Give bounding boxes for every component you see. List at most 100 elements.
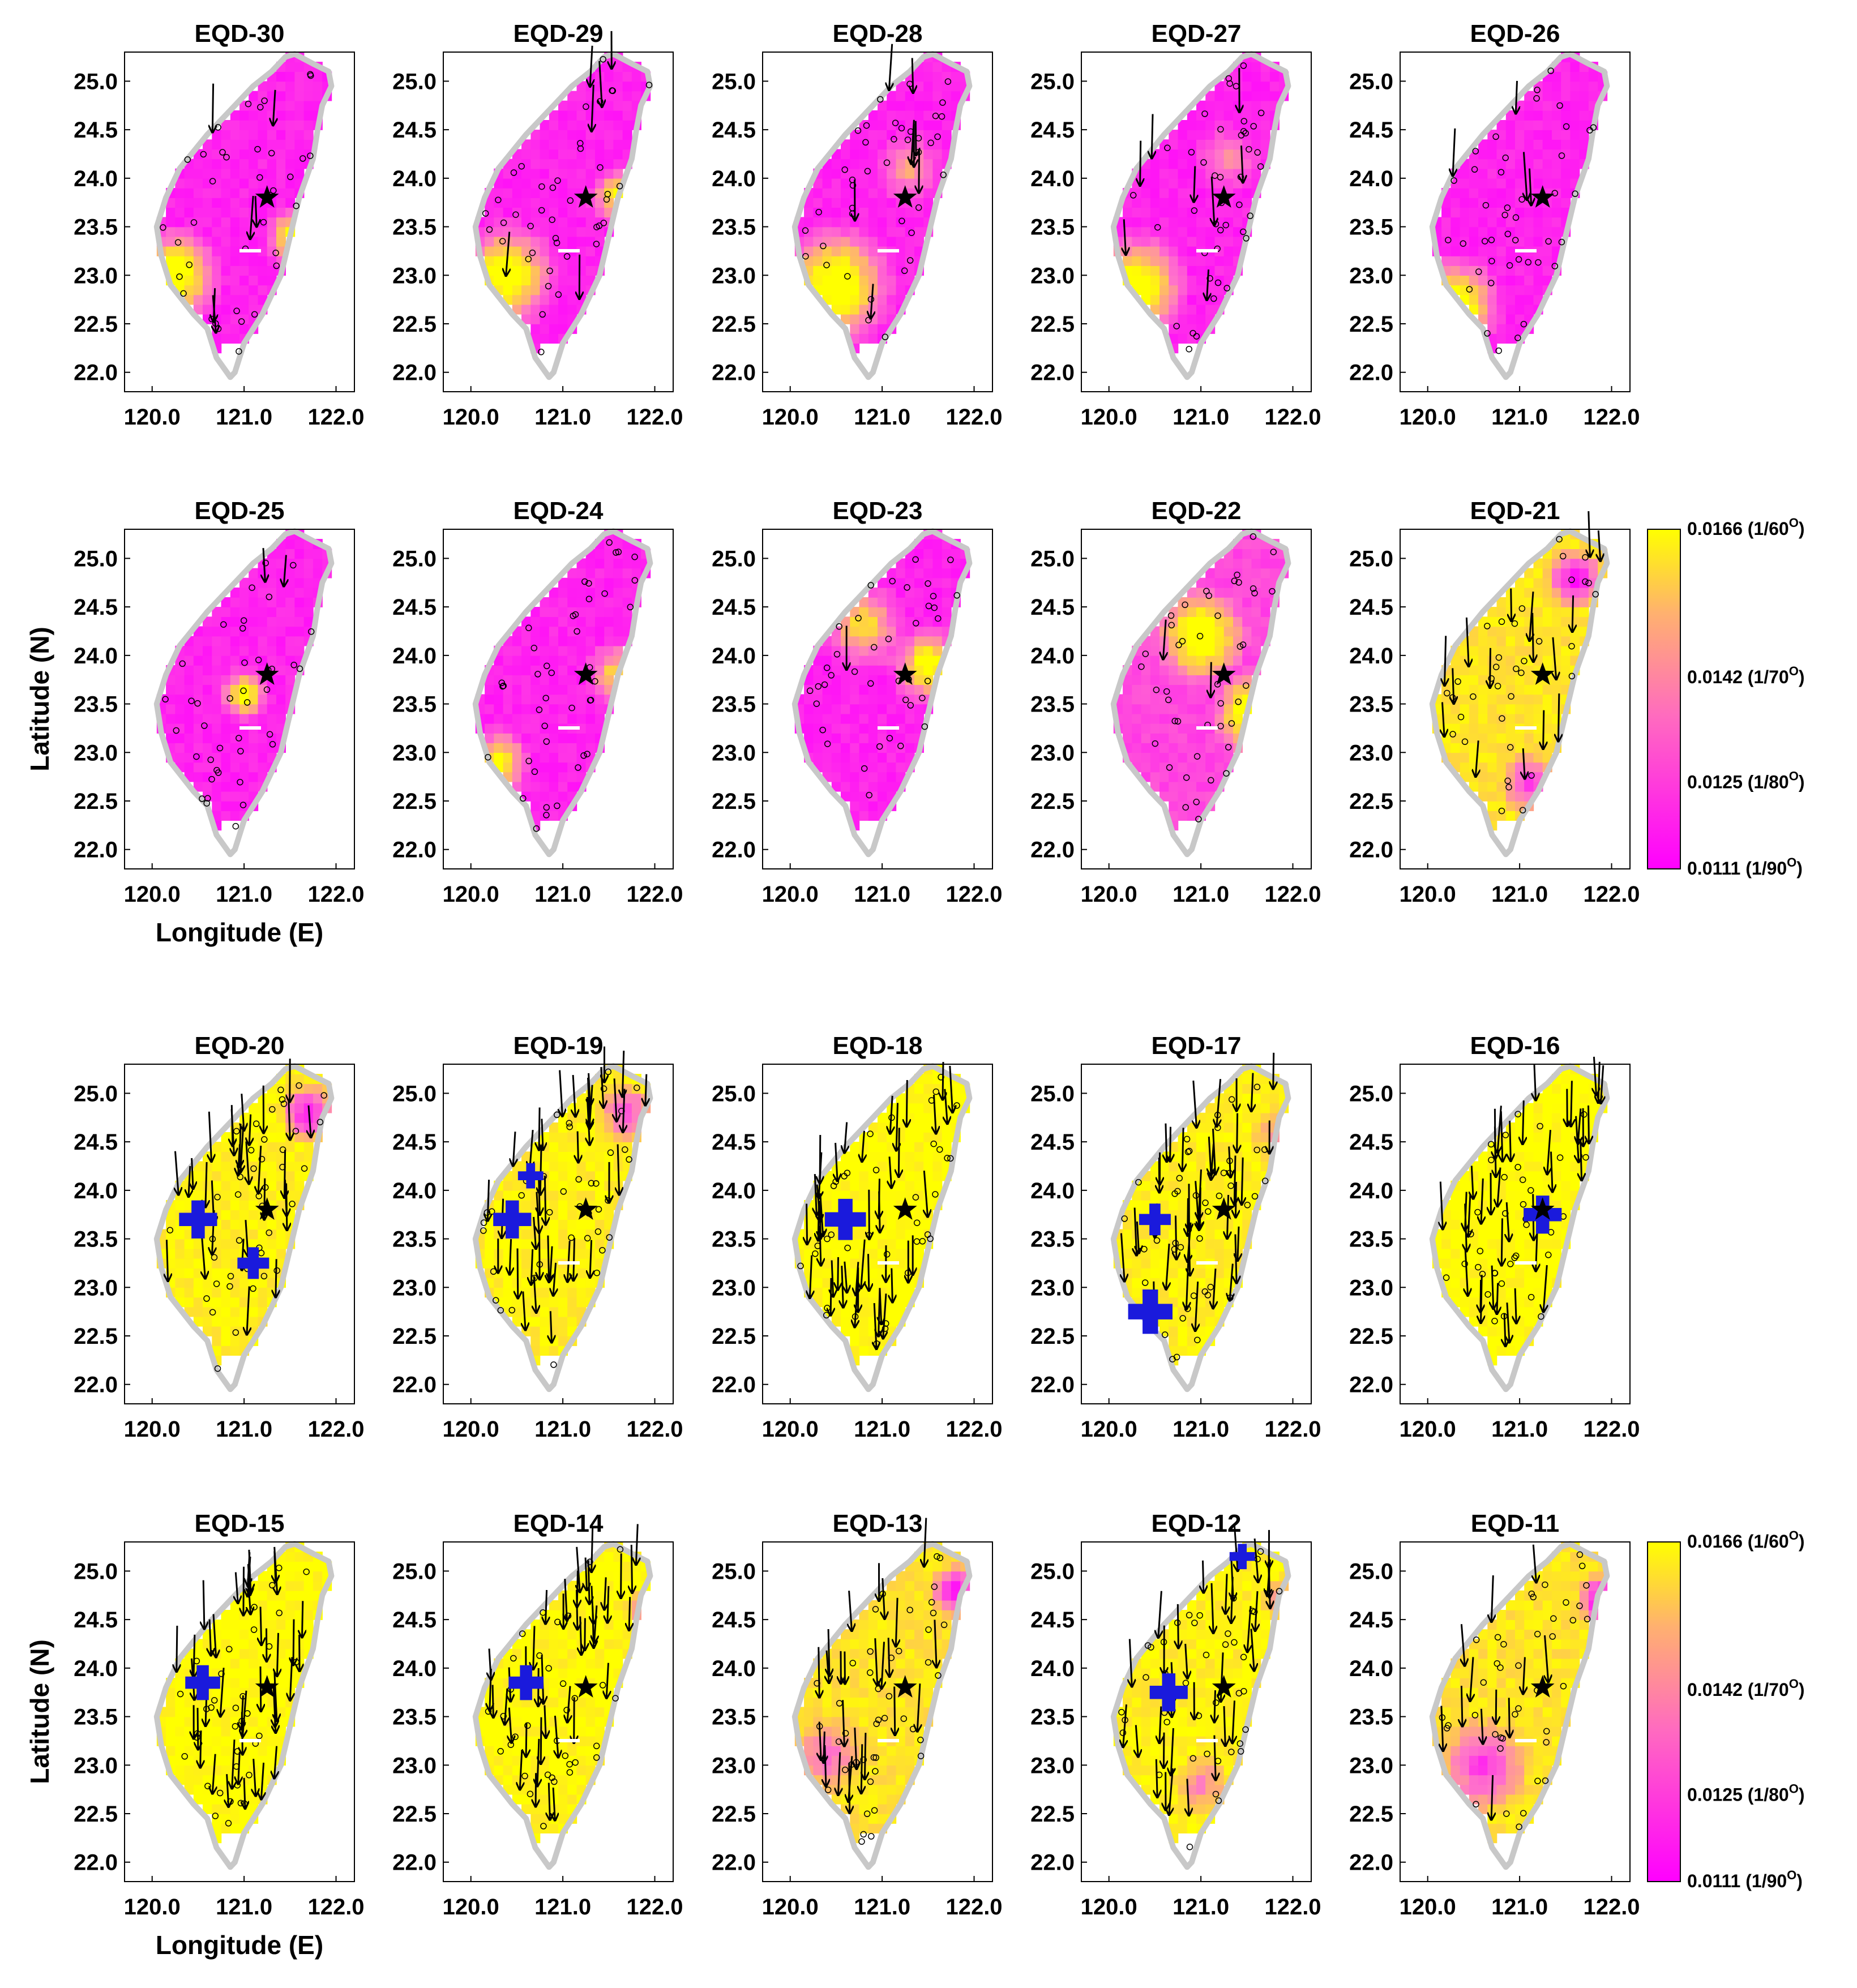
heatmap-cell [549, 665, 559, 675]
heatmap-cell [221, 616, 231, 627]
heatmap-cell [512, 1297, 522, 1308]
heatmap-cell [841, 772, 850, 782]
heatmap-cell [1579, 120, 1589, 130]
heatmap-cell [1460, 762, 1470, 773]
heatmap-cell [868, 1180, 878, 1191]
heatmap-cell [1533, 120, 1543, 130]
heatmap-cell [540, 607, 550, 617]
heatmap-cell [622, 139, 632, 150]
heatmap-cell [221, 1316, 231, 1327]
heatmap-cell [932, 168, 943, 179]
heatmap-cell [512, 158, 522, 169]
heatmap-cell [249, 568, 259, 579]
heatmap-cell [1533, 762, 1543, 773]
heatmap-cell [193, 256, 203, 266]
heatmap-cell [212, 158, 222, 169]
heatmap-cell [512, 694, 522, 705]
heatmap-cell [1505, 149, 1516, 160]
heatmap-cell [1469, 217, 1479, 228]
heatmap-cell [1159, 178, 1169, 188]
heatmap-cell [831, 236, 841, 247]
heatmap-cell [1150, 246, 1160, 256]
heatmap-cell [239, 694, 249, 705]
heatmap-cell [530, 304, 541, 315]
heatmap-cell [303, 81, 314, 92]
heatmap-cell [841, 704, 850, 714]
heatmap-cell [258, 577, 268, 588]
heatmap-cell [1533, 100, 1543, 111]
displacement-arrow [284, 555, 286, 587]
heatmap-cell [887, 1229, 897, 1240]
heatmap-cell [512, 217, 522, 228]
heatmap-cell [212, 665, 222, 675]
heatmap-cell [184, 226, 194, 237]
heatmap-cell [558, 655, 568, 666]
heatmap-cell [285, 665, 296, 675]
heatmap-cell [850, 713, 860, 724]
heatmap-cell [1150, 694, 1160, 705]
heatmap-cell [585, 684, 596, 695]
heatmap-cell [923, 81, 934, 92]
heatmap-cell [859, 178, 869, 188]
heatmap-cell [530, 636, 541, 646]
heatmap-cell [1450, 217, 1461, 228]
heatmap-cell [221, 198, 231, 208]
heatmap-cell [1469, 168, 1479, 179]
heatmap-cell [1561, 149, 1571, 160]
heatmap-cell [1579, 568, 1589, 579]
heatmap-cell [1178, 304, 1188, 315]
heatmap-cell [613, 577, 623, 588]
heatmap-cell [1223, 149, 1234, 160]
heatmap-cell [558, 626, 568, 637]
heatmap-cell [239, 130, 249, 140]
displacement-arrow [1140, 140, 1141, 186]
heatmap-cell [1460, 217, 1470, 228]
heatmap-cell [905, 655, 915, 666]
heatmap-cell [294, 62, 305, 72]
heatmap-cell [1552, 587, 1561, 598]
heatmap-cell [1187, 675, 1197, 685]
heatmap-cell [540, 801, 550, 811]
heatmap-cell [951, 558, 961, 569]
heatmap-cell [923, 568, 934, 579]
heatmap-cell [622, 1122, 632, 1133]
heatmap-cell [878, 733, 887, 743]
heatmap-cell [1141, 723, 1151, 734]
heatmap-cell [923, 178, 934, 188]
heatmap-cell [267, 733, 277, 743]
heatmap-cell [1478, 285, 1488, 295]
station-marker [1246, 145, 1252, 153]
heatmap-cell [868, 1151, 878, 1162]
heatmap-cell [850, 694, 860, 705]
heatmap-cell [230, 149, 240, 160]
heatmap-cell [1496, 324, 1507, 334]
station-marker [201, 722, 208, 729]
heatmap-cell [267, 1219, 277, 1230]
heatmap-cell [1205, 178, 1216, 188]
heatmap-cell [896, 217, 906, 228]
heatmap-cell [221, 246, 231, 256]
heatmap-cell [285, 616, 296, 627]
heatmap-cell [868, 120, 878, 130]
station-marker [215, 769, 222, 776]
heatmap-cell [1570, 607, 1580, 617]
heatmap-cell [212, 752, 222, 763]
station-marker [915, 204, 922, 211]
heatmap-cell [258, 752, 268, 763]
station-marker [1482, 202, 1490, 209]
heatmap-cell [549, 636, 559, 646]
heatmap-cell [230, 733, 240, 743]
heatmap-cell [276, 587, 286, 598]
heatmap-cell [1132, 704, 1142, 714]
heatmap-cell [576, 1161, 587, 1172]
heatmap-cell [212, 626, 222, 637]
station-marker [1206, 275, 1213, 282]
heatmap-cell [1205, 645, 1216, 656]
heatmap-cell [294, 558, 305, 569]
heatmap-cell [303, 549, 314, 559]
station-marker [555, 291, 562, 298]
heatmap-cell [1524, 713, 1534, 724]
heatmap-cell [521, 1190, 531, 1201]
heatmap-cell [887, 675, 897, 685]
heatmap-cell [1515, 168, 1525, 179]
